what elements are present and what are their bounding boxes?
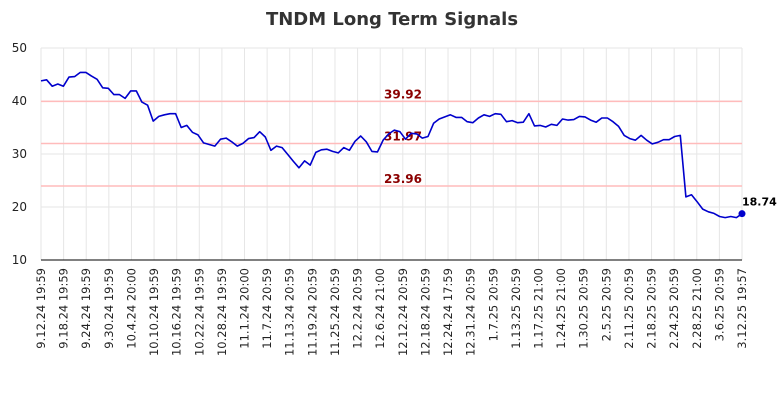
y-tick-label: 10 xyxy=(12,253,27,267)
x-tick-label: 11.1.24 20:00 xyxy=(238,268,252,349)
x-tick-label: 12.24.24 17:59 xyxy=(441,268,455,356)
x-tick-label: 2.18.25 20:59 xyxy=(645,268,659,349)
x-tick-label: 12.12.24 20:59 xyxy=(396,268,410,356)
x-tick-label: 11.13.24 20:59 xyxy=(283,268,297,356)
x-tick-label: 10.28.24 19:59 xyxy=(215,268,229,356)
last-point-marker xyxy=(738,210,746,218)
series-layer xyxy=(40,71,746,219)
x-tick-label: 12.18.24 20:59 xyxy=(418,268,432,356)
price-line xyxy=(40,71,743,219)
signal-label: 39.92 xyxy=(384,87,422,101)
x-tick-label: 9.30.24 19:59 xyxy=(102,268,116,349)
x-tick-label: 2.28.25 21:00 xyxy=(690,268,704,349)
x-tick-label: 1.13.25 20:59 xyxy=(509,268,523,349)
x-tick-label: 10.10.24 19:59 xyxy=(147,268,161,356)
x-tick-label: 2.24.25 20:59 xyxy=(667,268,681,349)
labels-layer: 18.74 xyxy=(742,196,777,209)
x-tick-label: 11.19.24 20:59 xyxy=(305,268,319,356)
x-tick-label: 2.5.25 20:59 xyxy=(599,268,613,341)
y-tick-label: 50 xyxy=(12,41,27,55)
y-tick-label: 30 xyxy=(12,147,27,161)
x-tick-label: 9.18.24 19:59 xyxy=(57,268,71,349)
y-tick-label: 40 xyxy=(12,94,27,108)
x-tick-label: 10.4.24 20:00 xyxy=(124,268,138,349)
last-value-label: 18.74 xyxy=(742,196,777,209)
x-tick-label: 11.25.24 20:59 xyxy=(328,268,342,356)
x-tick-label: 12.31.24 20:59 xyxy=(464,268,478,356)
x-tick-label: 12.6.24 21:00 xyxy=(373,268,387,349)
x-tick-label: 10.16.24 19:59 xyxy=(170,268,184,356)
y-tick-label: 20 xyxy=(12,200,27,214)
x-tick-label: 3.6.25 20:59 xyxy=(712,268,726,341)
axes: 10 20 30 40 50 9.12.24 19:59 9.18.24 19:59 9.24… xyxy=(12,41,749,356)
x-tick-label: 9.24.24 19:59 xyxy=(79,268,93,349)
x-tick-label: 1.17.25 21:00 xyxy=(531,268,545,349)
x-tick-label: 3.12.25 19:57 xyxy=(735,268,749,349)
signal-label: 23.96 xyxy=(384,172,422,186)
x-tick-label: 1.7.25 20:59 xyxy=(486,268,500,341)
grid-lines xyxy=(40,47,743,260)
x-tick-label: 1.30.25 20:59 xyxy=(577,268,591,349)
x-tick-label: 9.12.24 19:59 xyxy=(34,268,48,349)
x-tick-label: 11.7.24 20:59 xyxy=(260,268,274,349)
x-tick-label: 10.22.24 19:59 xyxy=(192,268,206,356)
x-tick-label: 2.11.25 20:59 xyxy=(622,268,636,349)
x-tick-label: 12.2.24 20:59 xyxy=(351,268,365,349)
x-tick-label: 1.24.25 21:00 xyxy=(554,268,568,349)
chart-title: TNDM Long Term Signals xyxy=(266,9,518,30)
